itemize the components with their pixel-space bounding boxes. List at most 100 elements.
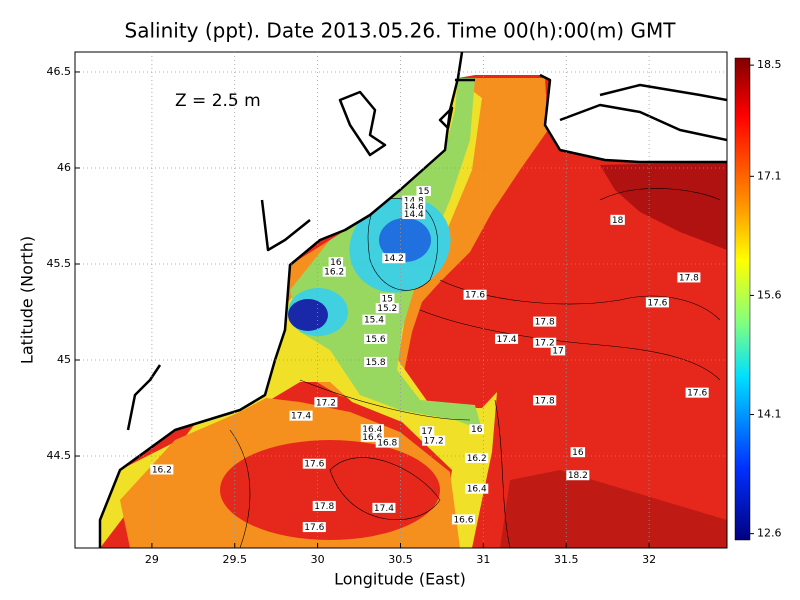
contour-label-box	[364, 333, 388, 344]
contour-label: 16.2	[467, 454, 487, 464]
contour-label: 17.6	[687, 389, 707, 399]
contour-label: 15.8	[366, 358, 386, 368]
contour-label: 15.6	[366, 335, 386, 345]
colorbar-tick-label: 15.6	[757, 288, 782, 301]
contour-label-box	[302, 522, 326, 533]
x-tick-label: 30.5	[388, 553, 413, 566]
contour-label-box	[463, 289, 487, 300]
contour-label: 17.6	[304, 523, 324, 533]
y-axis-label: Latitude (North)	[18, 236, 37, 364]
contour-label: 17.6	[465, 291, 485, 301]
contour-label-box	[360, 431, 384, 442]
contour-label-box	[645, 297, 669, 308]
contour-label-box	[402, 209, 426, 220]
contour-label: 15.4	[364, 316, 384, 326]
x-axis-label: Longitude (East)	[334, 570, 466, 589]
contour-label-box	[362, 314, 386, 325]
chart-title: Salinity (ppt). Date 2013.05.26. Time 00…	[125, 19, 677, 43]
contour-label: 16.6	[362, 433, 382, 443]
x-tick-label: 31.5	[554, 553, 579, 566]
contour-label-box	[380, 293, 395, 304]
contour-label: 16.2	[152, 465, 172, 475]
x-tick-label: 32	[642, 553, 656, 566]
contour-label-box	[550, 345, 566, 356]
contour-label: 16.2	[324, 268, 344, 278]
contour-label-box	[451, 514, 476, 525]
contour-label: 14.4	[404, 210, 424, 220]
contour-label-box	[566, 470, 590, 481]
y-tick-label: 46	[57, 161, 71, 174]
contour-label: 17.6	[647, 298, 667, 308]
contour-label: 17.8	[535, 318, 555, 328]
contour-label-box	[375, 437, 399, 448]
contour-label-box	[533, 316, 557, 327]
contour-label: 16.6	[453, 515, 473, 525]
contour-label-box	[382, 253, 406, 264]
contour-label: 15.2	[377, 304, 397, 314]
contour-label-box	[364, 356, 388, 367]
contour-label: 16	[330, 258, 342, 268]
contour-label: 17.2	[535, 339, 555, 349]
contour-label: 17.8	[679, 273, 699, 283]
contour-label: 17.8	[314, 502, 334, 512]
contour-label: 17.6	[304, 460, 324, 470]
y-tick-label: 44.5	[47, 449, 72, 462]
contour-label: 17.4	[291, 412, 311, 422]
contour-label: 17.4	[497, 335, 517, 345]
contour-label: 17.2	[316, 398, 336, 408]
contour-label: 15	[418, 187, 429, 197]
contour-label-box	[533, 395, 557, 406]
colorbar-tick-label: 12.6	[757, 527, 782, 540]
contour-label-box	[328, 257, 344, 268]
contour-label-box	[150, 464, 174, 475]
contour-label: 18	[612, 216, 624, 226]
contour-label: 17.4	[374, 504, 394, 514]
contour-label: 14.2	[384, 254, 404, 264]
x-tick-label: 29	[145, 553, 159, 566]
colorbar-tick-label: 18.5	[757, 58, 782, 71]
contour-label-box	[419, 426, 435, 437]
contour-label-box	[469, 424, 484, 435]
contour-label: 14.6	[404, 202, 424, 212]
colorbar-tick-label: 17.1	[757, 169, 782, 182]
contour-label: 16.4	[467, 485, 487, 495]
contour-label: 18.2	[568, 471, 588, 481]
contour-label-box	[685, 387, 709, 398]
contour-label-box	[495, 333, 519, 344]
colorbar-tick-label: 14.1	[757, 408, 782, 421]
colorbar	[734, 57, 751, 541]
contour-label: 16	[572, 448, 584, 458]
contour-label-box	[570, 447, 586, 458]
contour-label-box	[610, 214, 625, 225]
depth-annotation: Z = 2.5 m	[175, 91, 261, 111]
contour-label: 16	[471, 425, 483, 435]
contour-label-box	[465, 483, 489, 494]
contour-label-box	[302, 458, 326, 469]
contour-label: 16.4	[362, 425, 382, 435]
contour-label-box	[375, 303, 399, 314]
contour-label-box	[402, 201, 426, 212]
salinity-field	[75, 52, 727, 548]
contour-label-box	[416, 186, 431, 197]
contour-label-box	[360, 424, 384, 435]
contour-label-box	[314, 397, 338, 408]
contour-label-box	[322, 266, 346, 277]
contour-label-box	[677, 272, 701, 283]
contour-label-box	[402, 195, 426, 206]
x-tick-label: 31	[476, 553, 490, 566]
y-tick-label: 45	[57, 353, 71, 366]
contour-label-box	[465, 452, 489, 463]
contour-label: 17.8	[535, 396, 555, 406]
contour-label-box	[422, 435, 446, 446]
contour-label: 17	[421, 427, 432, 437]
y-tick-label: 45.5	[47, 257, 72, 270]
contour-label: 17.2	[424, 437, 444, 447]
y-tick-label: 46.5	[47, 65, 72, 78]
x-tick-label: 29.5	[223, 553, 248, 566]
contour-label-box	[372, 502, 396, 513]
contour-label-box	[533, 337, 557, 348]
contour-label: 15	[382, 295, 393, 305]
contour-label-box	[289, 410, 313, 421]
contour-label-box	[312, 500, 336, 511]
